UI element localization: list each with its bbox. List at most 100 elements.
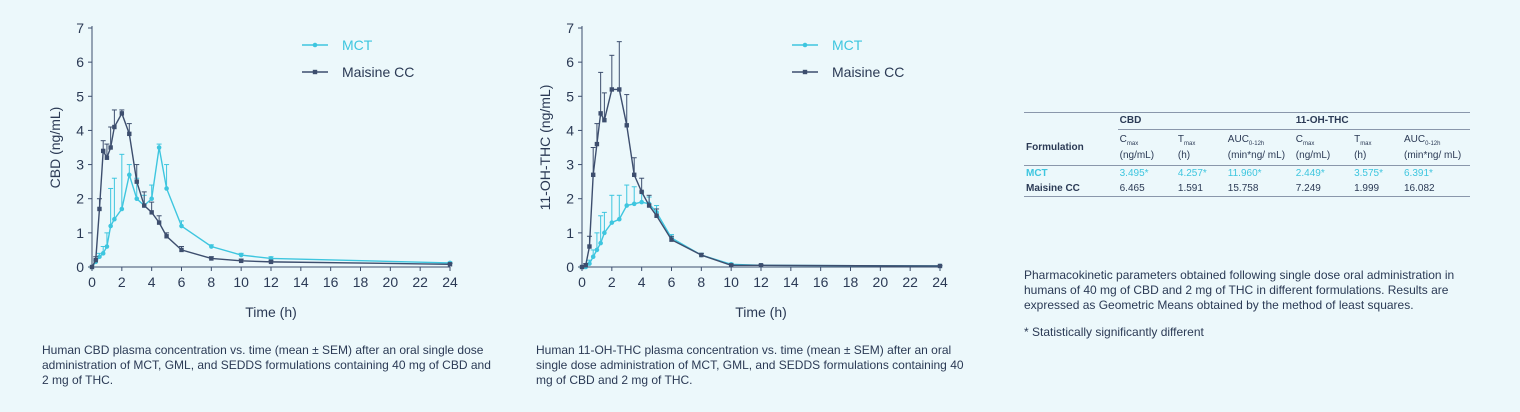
thc-y-tick-label: 4 bbox=[566, 122, 574, 138]
cbd-legend-label-maisine: Maisine CC bbox=[342, 64, 414, 80]
thc-point-mct bbox=[587, 261, 592, 266]
thc-series-maisine bbox=[579, 41, 943, 270]
table-row-maisine: Maisine CC 6.465 1.591 15.758 7.249 1.99… bbox=[1024, 181, 1470, 197]
thc-x-tick-label: 8 bbox=[697, 274, 705, 290]
column-header-formulation: Formulation bbox=[1024, 129, 1118, 166]
cell-maisine-cbd-tmax: 1.591 bbox=[1175, 181, 1226, 197]
thc-point-maisine bbox=[617, 87, 622, 92]
cbd-x-tick-label: 22 bbox=[412, 274, 428, 290]
cell-maisine-cbd-auc: 15.758 bbox=[1225, 181, 1294, 197]
cbd-chart-caption: Human CBD plasma concentration vs. time … bbox=[42, 343, 491, 387]
cell-maisine-thc-cmax: 7.249 bbox=[1293, 181, 1353, 197]
thc-x-tick-label: 18 bbox=[843, 274, 859, 290]
cbd-y-tick-label: 6 bbox=[76, 54, 84, 70]
cbd-x-tick-label: 0 bbox=[88, 274, 96, 290]
cbd-point-maisine bbox=[134, 179, 139, 184]
thc-point-maisine bbox=[937, 263, 943, 269]
cbd-point-maisine bbox=[268, 259, 274, 265]
cell-mct-thc-auc: 6.391* bbox=[1404, 168, 1433, 179]
thc-point-mct bbox=[598, 240, 603, 246]
cell-mct-cbd-tmax: 4.257* bbox=[1177, 168, 1207, 179]
cbd-point-mct bbox=[108, 223, 113, 229]
thc-x-tick-label: 0 bbox=[578, 274, 586, 290]
thc-legend-label-mct: MCT bbox=[832, 37, 863, 53]
thc-point-maisine bbox=[758, 263, 764, 268]
thc-point-mct bbox=[594, 247, 600, 253]
cell-maisine-thc-auc: 16.082 bbox=[1402, 181, 1470, 197]
thc-point-maisine bbox=[624, 123, 629, 128]
cbd-legend-marker-mct bbox=[312, 42, 318, 48]
thc-x-tick-label: 2 bbox=[608, 274, 616, 290]
thc-legend-marker-maisine bbox=[802, 69, 808, 75]
column-header-thc-tmax: Tmax (h) bbox=[1352, 129, 1402, 166]
cbd-point-mct bbox=[134, 196, 140, 202]
cbd-point-mct bbox=[149, 196, 154, 202]
cell-mct-cbd-auc: 11.960* bbox=[1227, 168, 1262, 179]
group-header-thc: 11-OH-THC bbox=[1293, 112, 1470, 130]
cbd-y-tick-label: 0 bbox=[76, 259, 84, 275]
pk-parameters-table-wrap: CBD 11-OH-THC Formulation Cmax (ng/mL) Tm… bbox=[1024, 112, 1470, 197]
cbd-point-mct bbox=[126, 172, 132, 178]
thc-point-mct bbox=[639, 199, 644, 205]
thc-point-mct bbox=[609, 220, 615, 225]
thc-legend-marker-mct bbox=[802, 42, 808, 48]
cbd-y-tick-label: 1 bbox=[76, 225, 84, 241]
cbd-x-tick-label: 18 bbox=[353, 274, 369, 290]
pk-parameters-table: CBD 11-OH-THC Formulation Cmax (ng/mL) Tm… bbox=[1024, 112, 1470, 197]
cbd-point-maisine bbox=[142, 203, 147, 208]
cbd-point-maisine bbox=[127, 131, 132, 137]
cbd-x-tick-label: 6 bbox=[178, 274, 186, 290]
thc-x-tick-label: 6 bbox=[668, 274, 676, 290]
pk-notes: Pharmacokinetic parameters obtained foll… bbox=[1024, 268, 1464, 352]
thc-point-maisine bbox=[699, 252, 704, 258]
thc-x-tick-label: 10 bbox=[723, 274, 739, 290]
cbd-x-tick-label: 12 bbox=[263, 274, 279, 290]
row-label-mct: MCT bbox=[1026, 168, 1048, 179]
row-label-maisine: Maisine CC bbox=[1024, 181, 1118, 197]
cbd-legend-marker-maisine bbox=[312, 69, 318, 75]
cbd-series-maisine bbox=[89, 109, 453, 270]
thc-x-tick-label: 4 bbox=[638, 274, 646, 290]
cbd-y-tick-label: 2 bbox=[76, 191, 84, 207]
column-header-cbd-tmax: Tmax (h) bbox=[1175, 129, 1226, 166]
cbd-point-mct bbox=[119, 206, 125, 212]
thc-x-tick-label: 16 bbox=[813, 274, 829, 290]
thc-point-mct bbox=[602, 230, 607, 236]
cbd-x-tick-label: 8 bbox=[207, 274, 215, 290]
cbd-point-maisine bbox=[238, 258, 244, 264]
cbd-x-tick-label: 20 bbox=[383, 274, 399, 290]
thc-x-tick-label: 14 bbox=[783, 274, 799, 290]
thc-y-tick-label: 3 bbox=[566, 157, 574, 173]
thc-y-axis-label: 11-OH-THC (ng/mL) bbox=[537, 85, 553, 211]
cbd-x-axis-label: Time (h) bbox=[245, 304, 297, 320]
thc-point-mct bbox=[590, 254, 596, 260]
cell-maisine-cbd-cmax: 6.465 bbox=[1117, 181, 1176, 197]
thc-point-maisine bbox=[639, 189, 644, 195]
thc-point-maisine bbox=[646, 203, 652, 208]
cbd-y-tick-label: 7 bbox=[76, 20, 84, 36]
thc-point-maisine bbox=[598, 111, 603, 116]
cbd-line-maisine bbox=[91, 111, 451, 268]
cbd-point-mct bbox=[209, 244, 214, 249]
thc-y-tick-label: 7 bbox=[566, 20, 574, 36]
thc-x-tick-label: 12 bbox=[753, 274, 769, 290]
cbd-point-mct bbox=[104, 244, 110, 249]
cell-maisine-thc-tmax: 1.999 bbox=[1352, 181, 1402, 197]
cbd-point-mct bbox=[268, 256, 274, 261]
cbd-point-maisine bbox=[104, 155, 110, 160]
cbd-point-maisine bbox=[100, 148, 106, 154]
cbd-point-maisine bbox=[209, 256, 214, 261]
thc-point-maisine bbox=[632, 172, 637, 178]
cbd-x-tick-label: 4 bbox=[148, 274, 156, 290]
thc-x-tick-label: 20 bbox=[873, 274, 889, 290]
thc-point-mct bbox=[624, 203, 630, 208]
cbd-x-tick-label: 24 bbox=[442, 274, 458, 290]
cbd-x-tick-label: 14 bbox=[293, 274, 309, 290]
thc-point-maisine bbox=[669, 237, 674, 242]
thc-point-maisine bbox=[654, 213, 659, 218]
cbd-point-maisine bbox=[112, 124, 117, 130]
thc-line-maisine bbox=[581, 88, 941, 268]
cbd-y-tick-label: 5 bbox=[76, 88, 84, 104]
table-corner bbox=[1024, 112, 1118, 130]
thc-point-mct bbox=[631, 201, 637, 207]
